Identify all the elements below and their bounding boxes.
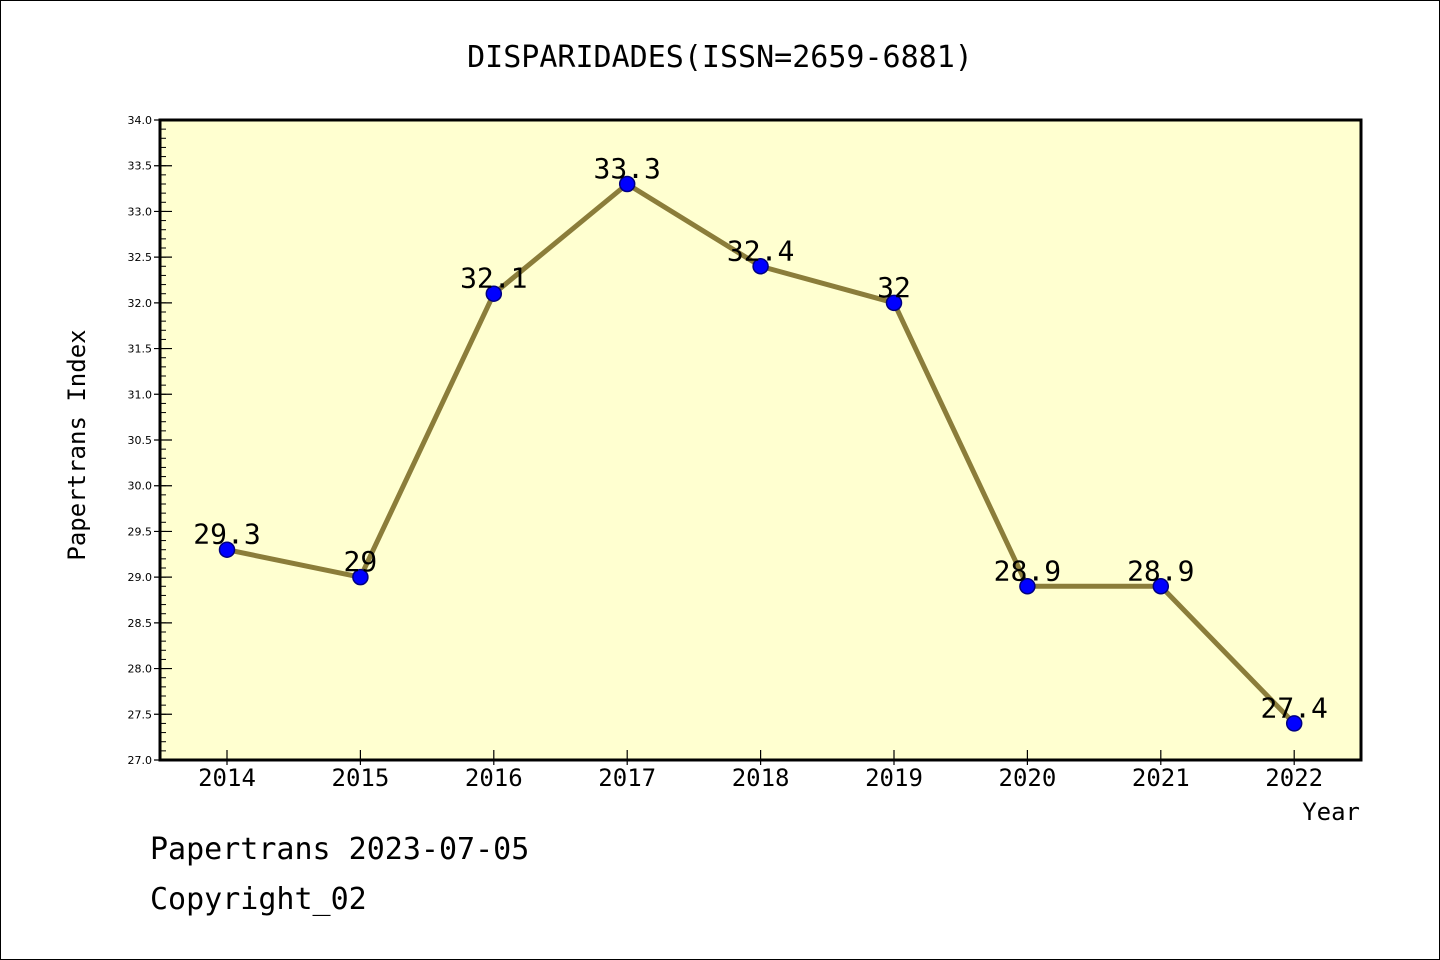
data-marker bbox=[352, 568, 369, 586]
y-tick-label: 27.0 bbox=[128, 754, 153, 767]
x-tick-label: 2020 bbox=[999, 764, 1057, 792]
x-tick-label: 2021 bbox=[1132, 764, 1190, 792]
y-tick-label: 31.5 bbox=[128, 343, 153, 356]
x-tick-label: 2018 bbox=[732, 764, 790, 792]
footer-date-text: Papertrans 2023-07-05 bbox=[150, 832, 530, 867]
data-marker bbox=[1019, 578, 1036, 595]
y-major-ticks bbox=[154, 119, 172, 761]
data-marker bbox=[1285, 715, 1303, 732]
x-tick-labels: 2014 2015 2016 2017 2018 2019 2020 2021 2022 bbox=[198, 764, 1323, 792]
x-tick-label: 2014 bbox=[198, 764, 256, 792]
data-label: 27.4 bbox=[1260, 691, 1327, 724]
y-tick-label: 27.5 bbox=[128, 708, 153, 721]
data-marker bbox=[885, 294, 903, 312]
y-tick-label: 34.0 bbox=[128, 114, 153, 127]
chart-title: DISPARIDADES(ISSN=2659-6881) bbox=[467, 40, 973, 75]
data-label: 33.3 bbox=[593, 152, 660, 185]
y-tick-label: 28.0 bbox=[128, 663, 153, 676]
y-tick-label: 33.5 bbox=[128, 160, 153, 173]
x-tick-label: 2019 bbox=[865, 764, 923, 792]
data-label: 29 bbox=[344, 545, 378, 578]
y-axis-label: Papertrans Index bbox=[63, 329, 91, 560]
y-tick-label: 32.5 bbox=[128, 251, 153, 264]
data-marker bbox=[485, 285, 503, 302]
y-tick-label: 28.5 bbox=[128, 617, 153, 630]
y-tick-label: 30.0 bbox=[128, 480, 153, 493]
y-tick-label: 32.0 bbox=[128, 297, 153, 310]
data-marker bbox=[752, 258, 769, 275]
data-label: 28.9 bbox=[1127, 554, 1194, 587]
x-tick-label: 2017 bbox=[598, 764, 656, 792]
data-labels: 29.3 29 32.1 33.3 32.4 32 28.9 28.9 27.4 bbox=[193, 152, 1328, 724]
plot-area bbox=[160, 120, 1361, 760]
data-marker bbox=[618, 175, 636, 193]
footer-copyright-text: Copyright_02 bbox=[150, 882, 367, 917]
y-tick-label: 29.5 bbox=[128, 525, 153, 538]
y-tick-labels: 27.0 27.5 28.0 28.5 29.0 29.5 30.0 30.5 31.0 31.5… bbox=[128, 114, 153, 767]
x-tick-label: 2015 bbox=[332, 764, 390, 792]
x-tick-label: 2022 bbox=[1265, 764, 1323, 792]
x-axis-label: Year bbox=[1302, 798, 1360, 826]
data-marker bbox=[218, 541, 236, 558]
data-markers bbox=[218, 175, 1303, 732]
x-tick-label: 2016 bbox=[465, 764, 523, 792]
data-label: 32.4 bbox=[727, 234, 794, 267]
plot-border bbox=[158, 118, 1363, 762]
data-label: 29.3 bbox=[193, 518, 260, 551]
y-tick-label: 31.0 bbox=[128, 388, 153, 401]
y-tick-label: 30.5 bbox=[128, 434, 153, 447]
data-label: 32.1 bbox=[460, 262, 527, 295]
data-label: 32 bbox=[877, 271, 911, 304]
data-label: 28.9 bbox=[994, 554, 1061, 587]
y-tick-label: 29.0 bbox=[128, 571, 153, 584]
data-marker bbox=[1152, 578, 1170, 595]
y-tick-label: 33.0 bbox=[128, 205, 153, 218]
